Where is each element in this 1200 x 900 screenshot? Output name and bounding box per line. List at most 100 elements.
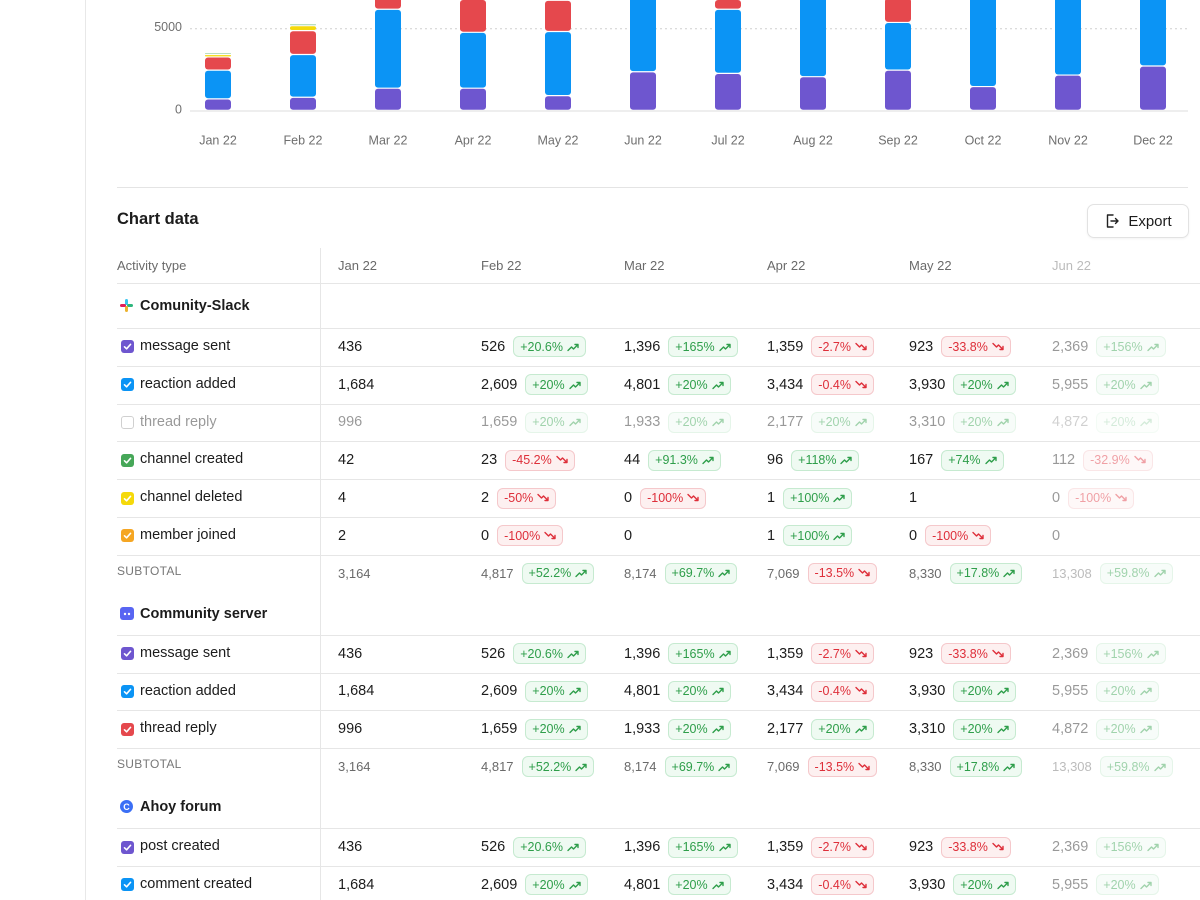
change-text: +20%: [818, 722, 851, 737]
row-checkbox[interactable]: [121, 378, 134, 392]
cell: 112 -32.9%: [1052, 441, 1153, 479]
cell: 1 +100%: [767, 479, 853, 517]
bar-segment: [630, 0, 656, 72]
trend-up-icon: [711, 881, 724, 890]
change-text: +59.8%: [1106, 566, 1150, 581]
cell-value: 3,310: [909, 721, 946, 738]
row-checkbox[interactable]: [121, 453, 134, 467]
change-badge: +20%: [668, 874, 731, 896]
row-border: [117, 517, 1200, 518]
cell-value: 526: [481, 839, 506, 856]
cell-value: 526: [481, 338, 506, 355]
cell: 923 -33.8%: [909, 635, 1011, 673]
bar-segment: [545, 96, 571, 110]
trend-up-icon: [854, 419, 867, 427]
change-badge: +17.8%: [949, 562, 1023, 584]
row-checkbox[interactable]: [121, 840, 134, 854]
change-text: +20%: [960, 415, 993, 430]
cell: 1,684: [338, 366, 374, 404]
trend-up-icon: [1153, 570, 1166, 578]
row-checkbox[interactable]: [121, 416, 134, 429]
change-badge: +20%: [953, 411, 1016, 433]
change-text: -33.8%: [948, 339, 988, 354]
change-badge: +20%: [525, 718, 588, 740]
trend-up-icon: [568, 381, 581, 389]
x-tick-label: Dec 22: [1133, 133, 1173, 147]
check-mark: [123, 844, 132, 851]
trend-up-icon: [1139, 726, 1152, 734]
cell-value: 7,069: [767, 565, 800, 581]
change-text: +20%: [960, 377, 993, 392]
cell: 3,310 +20%: [909, 710, 1016, 748]
row-checkbox[interactable]: [121, 722, 134, 736]
cell-value: 996: [338, 721, 363, 738]
change-badge: +20.6%: [513, 336, 586, 358]
trend-up-icon: [567, 343, 579, 352]
bar-segment: [885, 70, 911, 110]
cell: 8,174 +69.7%: [624, 555, 738, 592]
row-checkbox[interactable]: [121, 685, 134, 698]
cell: 44 +91.3%: [624, 441, 721, 479]
cell-value: 436: [338, 645, 363, 662]
cell-value: 23: [481, 452, 498, 469]
bar-segment: [715, 9, 741, 73]
cell-value: 2: [338, 527, 347, 544]
change-badge: +165%: [668, 643, 738, 665]
cell: 2 -50%: [481, 479, 557, 517]
row-border: [117, 866, 1200, 867]
change-text: +165%: [675, 840, 715, 855]
trend-up-icon: [1139, 381, 1152, 389]
trend-down-icon: [858, 569, 870, 577]
cell-value: 1,359: [767, 338, 804, 355]
change-text: +165%: [675, 339, 715, 354]
change-badge: -100%: [1068, 487, 1135, 509]
change-text: +20%: [960, 684, 993, 699]
row-checkbox[interactable]: [121, 878, 134, 892]
cell-value: 2,609: [481, 683, 518, 700]
trend-down-icon: [544, 531, 556, 540]
trend-up-icon: [568, 726, 581, 734]
row-checkbox[interactable]: [121, 529, 134, 543]
trend-up-icon: [711, 381, 724, 389]
change-badge: +20%: [1096, 874, 1159, 896]
cell: 1,396 +165%: [624, 635, 738, 673]
export-icon: [1107, 214, 1120, 228]
cell-value: 44: [624, 452, 641, 469]
vertical-divider: [320, 248, 321, 900]
cell-value: 3,434: [767, 876, 804, 893]
cell: 3,930 +20%: [909, 673, 1016, 711]
cell-value: 1,933: [624, 414, 661, 431]
cell: 7,069 -13.5%: [767, 555, 878, 592]
trend-down-icon: [855, 880, 867, 889]
cell-value: 1,933: [624, 721, 661, 738]
change-badge: -45.2%: [505, 449, 575, 471]
cell-value: 167: [909, 452, 934, 469]
row-checkbox[interactable]: [121, 491, 134, 505]
trend-up-icon: [1139, 881, 1152, 890]
change-text: -100%: [647, 491, 684, 506]
change-text: +20%: [532, 415, 565, 430]
cell-value: 1,359: [767, 839, 804, 856]
change-badge: -50%: [497, 487, 557, 509]
cell-value: 2,369: [1052, 338, 1089, 355]
change-text: -0.4%: [818, 684, 851, 699]
cell: 436: [338, 828, 362, 866]
cell-value: 2,609: [481, 376, 518, 393]
cell: 526 +20.6%: [481, 328, 586, 366]
trend-up-icon: [833, 532, 846, 541]
bar-segment: [460, 32, 486, 88]
change-text: +91.3%: [655, 453, 698, 468]
row-checkbox[interactable]: [121, 647, 134, 661]
bar-segment: [970, 0, 996, 86]
export-button[interactable]: Export: [1087, 204, 1189, 238]
change-badge: -13.5%: [807, 756, 878, 778]
x-tick-label: Jun 22: [624, 133, 662, 147]
row-checkbox[interactable]: [121, 340, 134, 354]
cell: 8,174 +69.7%: [624, 748, 738, 785]
trend-up-icon: [711, 726, 724, 734]
